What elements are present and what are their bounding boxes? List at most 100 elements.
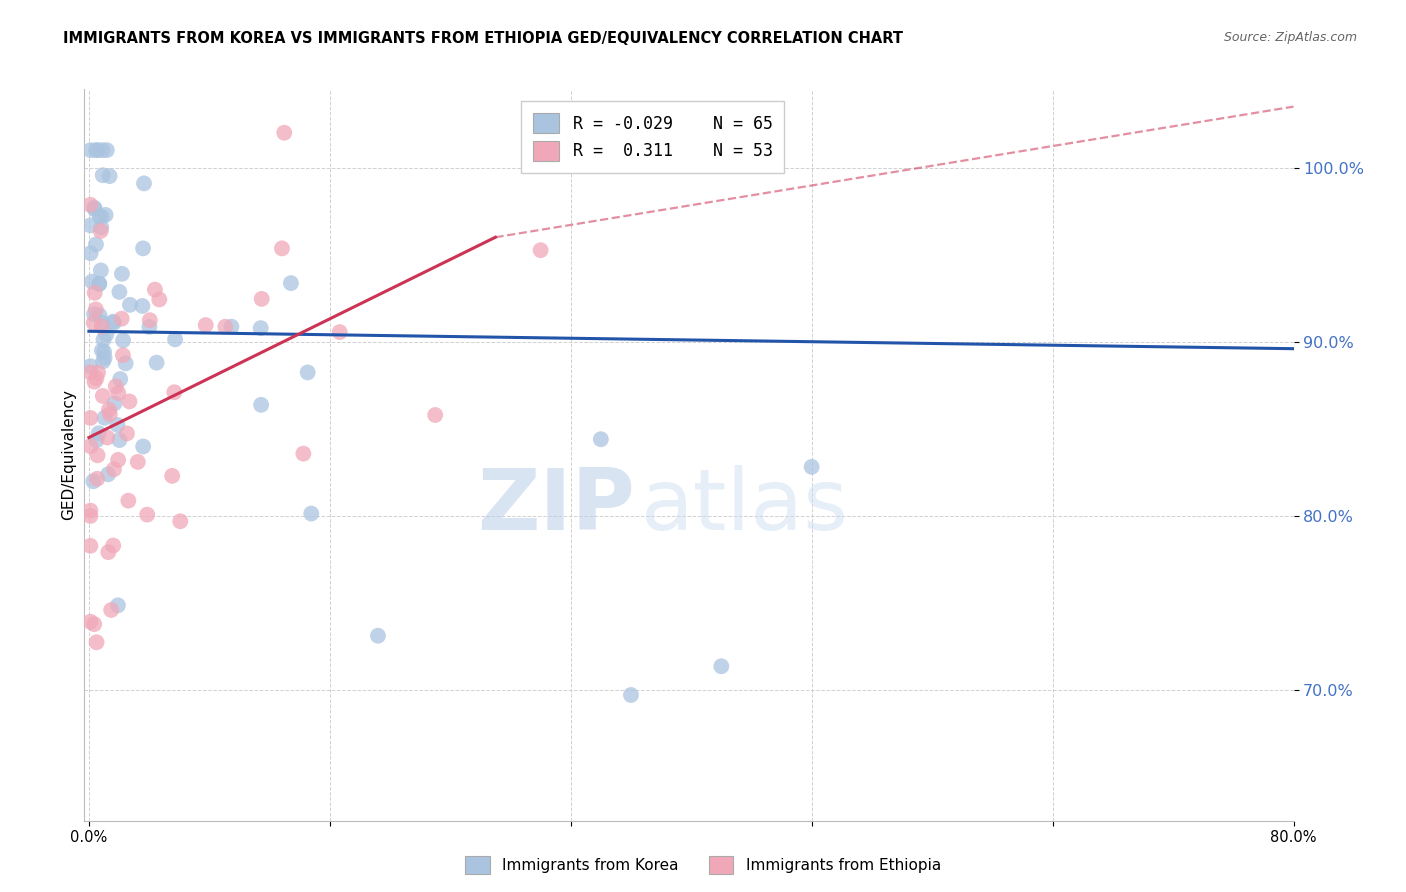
Point [103,396,125,410]
Point [101,315,124,329]
Point [87,366,110,380]
Point [131,299,153,313]
Point [86,635,108,649]
Point [110,372,132,386]
Point [96,327,118,342]
Point [98,169,121,183]
Point [138,319,160,334]
Point [83,375,105,389]
Point [89,308,111,322]
Point [89,209,111,223]
Point [82,275,104,289]
Point [89,277,111,291]
Point [86,434,108,448]
Point [79,439,101,453]
Point [280,276,302,290]
Point [91,316,114,330]
Point [108,433,131,447]
Point [103,316,125,330]
Point [115,426,138,441]
Point [132,440,155,454]
Point [111,348,134,362]
Point [620,688,643,702]
Point [89,277,111,291]
Point [148,293,170,307]
Point [117,493,139,508]
Point [299,507,322,521]
Point [292,447,315,461]
Point [90,224,112,238]
Point [103,462,125,476]
Point [249,321,271,335]
Point [107,453,129,467]
Point [221,319,243,334]
Point [93,351,115,365]
Point [250,398,273,412]
Point [169,514,191,528]
Point [79,198,101,212]
Point [530,243,553,257]
Point [100,603,122,617]
Point [127,455,149,469]
Legend: R = -0.029    N = 65, R =  0.311    N = 53: R = -0.029 N = 65, R = 0.311 N = 53 [522,101,785,173]
Point [194,318,217,332]
Point [118,298,141,312]
Point [98,407,121,421]
Point [97,402,120,417]
Point [214,319,236,334]
Point [91,168,114,182]
Point [91,354,114,368]
Point [271,241,294,255]
Point [83,285,105,300]
Point [710,659,733,673]
Point [93,410,115,425]
Point [83,316,105,330]
Point [79,615,101,629]
Point [96,430,118,444]
Point [86,448,108,462]
Point [367,629,389,643]
Point [103,539,125,553]
Point [79,503,101,517]
Point [84,237,107,252]
Point [114,356,136,370]
Point [84,302,107,317]
Point [425,408,447,422]
Point [82,475,104,489]
Text: atlas: atlas [641,465,849,548]
Point [83,202,105,217]
Point [143,283,166,297]
Text: ZIP: ZIP [477,465,634,548]
Point [97,467,120,482]
Point [86,143,108,157]
Point [132,241,155,255]
Point [107,417,129,432]
Point [93,345,115,359]
Point [79,411,101,425]
Point [91,389,114,403]
Point [111,267,134,281]
Point [136,508,159,522]
Point [83,617,105,632]
Point [79,539,101,553]
Point [86,371,108,385]
Point [250,292,273,306]
Point [90,263,112,277]
Point [139,313,162,327]
Point [83,307,105,321]
Point [90,319,112,334]
Point [132,177,155,191]
Point [90,220,112,235]
Point [112,334,135,348]
Point [111,311,134,326]
Point [160,468,183,483]
Point [273,126,295,140]
Text: Source: ZipAtlas.com: Source: ZipAtlas.com [1223,31,1357,45]
Point [329,325,352,339]
Point [79,508,101,523]
Point [96,143,118,157]
Point [83,201,105,215]
Point [145,356,167,370]
Point [79,365,101,379]
Y-axis label: GED/Equivalency: GED/Equivalency [60,390,76,520]
